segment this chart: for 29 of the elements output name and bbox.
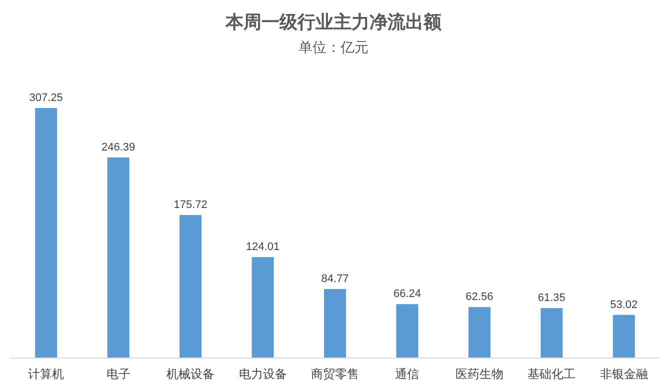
data-label: 84.77 [321, 273, 349, 286]
data-label: 53.02 [610, 298, 638, 311]
x-tick-label: 医药生物 [455, 367, 504, 381]
chart-title: 本周一级行业主力净流出额 [224, 12, 442, 32]
bar [324, 289, 346, 358]
bar [396, 304, 418, 358]
x-tick-label: 机械设备 [166, 367, 215, 381]
data-label: 61.35 [538, 292, 566, 304]
bar [540, 308, 563, 358]
bar [252, 257, 274, 358]
data-label: 124.01 [246, 241, 280, 254]
bar [468, 307, 490, 358]
x-tick-label: 电力设备 [238, 367, 287, 381]
x-tick-label: 商贸零售 [311, 367, 359, 381]
bar [612, 314, 635, 358]
chart-subtitle: 单位：亿元 [298, 39, 368, 55]
x-tick-label: 电子 [106, 367, 130, 381]
x-tick-label: 基础化工 [528, 367, 576, 381]
x-tick-label: 非银金融 [600, 367, 648, 381]
data-label: 62.56 [466, 291, 494, 304]
data-label: 246.39 [102, 142, 136, 154]
data-label: 307.25 [29, 92, 63, 104]
bar [107, 158, 130, 358]
x-tick-label: 计算机 [28, 367, 64, 381]
data-label: 66.24 [393, 288, 421, 300]
x-tick-label: 通信 [395, 367, 420, 381]
bar [180, 215, 202, 358]
bar [35, 108, 58, 358]
data-label: 175.72 [174, 199, 208, 212]
